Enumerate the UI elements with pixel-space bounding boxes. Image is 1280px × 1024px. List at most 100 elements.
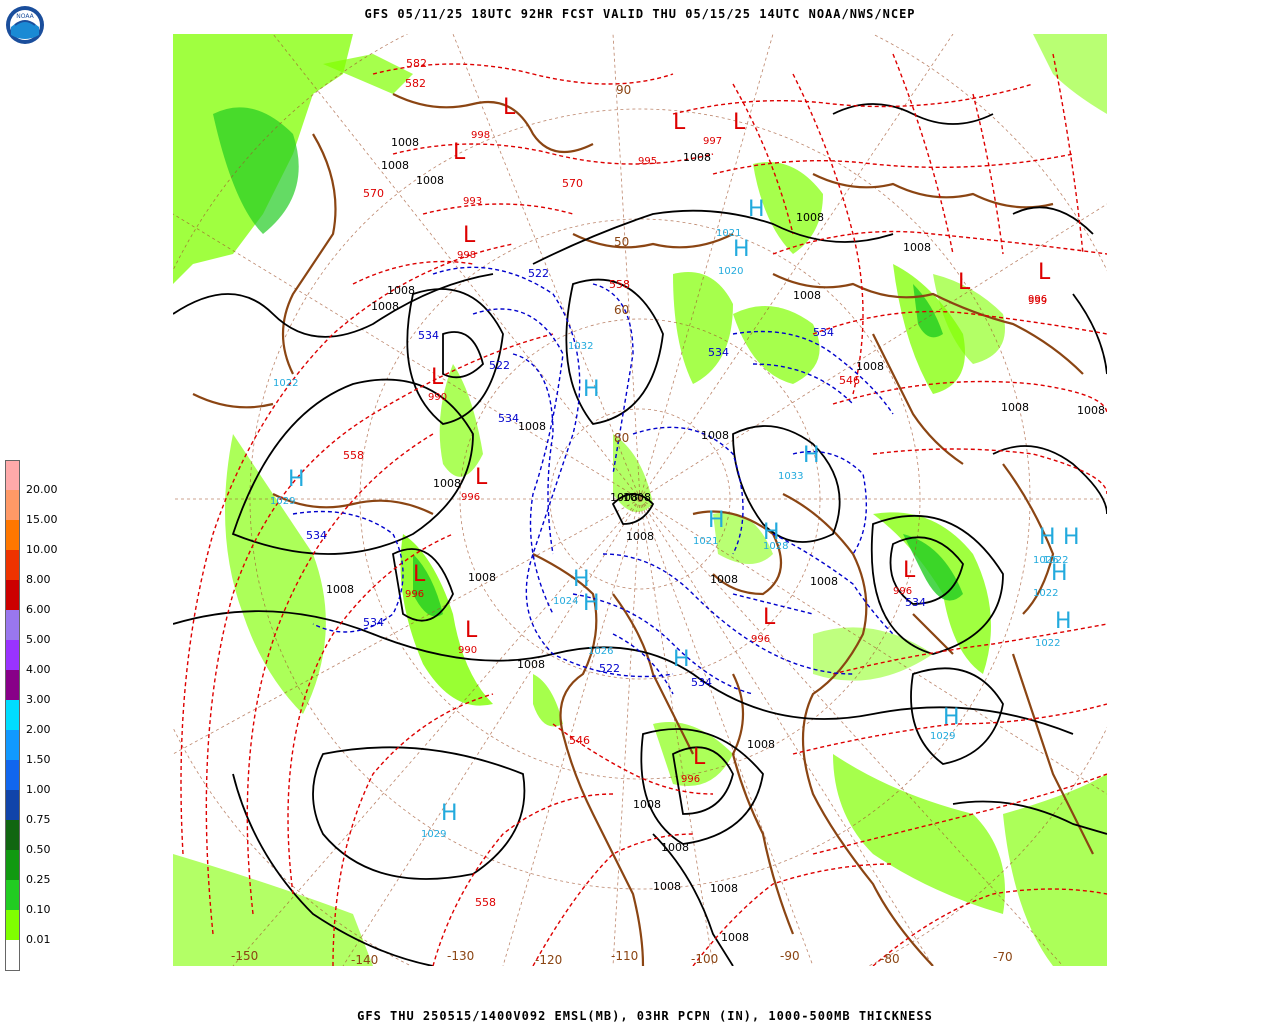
isobar-labels: 1008 1008 1008 1008 1008 1008 1008 1008 … [326, 136, 1105, 944]
low-pressure-value: 996 [893, 586, 912, 597]
latitude-labels: 90 50 60 80 [614, 83, 631, 445]
high-pressure-value: 1033 [778, 471, 803, 482]
legend-label: 20.00 [26, 483, 58, 496]
legend-label: 4.00 [26, 663, 51, 676]
low-pressure-value: 995 [638, 156, 657, 167]
isobar-label: 1008 [626, 530, 654, 543]
legend-swatch [5, 520, 20, 550]
legend-label: 1.50 [26, 753, 51, 766]
isobar-label: 1008 [610, 491, 638, 504]
high-pressure-value: 1022 [1043, 555, 1068, 566]
longitude-label: -140 [351, 953, 378, 966]
isobar-label: 1008 [701, 429, 729, 442]
forecast-map: H H H H H H H H H H H H H H H H L L L L … [173, 34, 1107, 966]
isobar-label: 1008 [793, 289, 821, 302]
high-center-icon: H [803, 443, 820, 468]
legend-swatch [5, 610, 20, 640]
isobar-label: 1008 [433, 477, 461, 490]
thickness-label: 534 [691, 676, 712, 689]
low-pressure-value: 990 [428, 392, 447, 403]
high-pressure-value: 1029 [930, 731, 955, 742]
low-center-icon: L [903, 558, 916, 583]
low-center-icon: L [693, 745, 706, 770]
high-center-icon: H [1063, 525, 1080, 550]
low-center-icon: L [431, 365, 444, 390]
low-pressure-value: 990 [458, 645, 477, 656]
low-center-icon: L [1038, 260, 1051, 285]
low-pressure-value: 996 [751, 634, 770, 645]
isobar-label: 1008 [810, 575, 838, 588]
latitude-label: 60 [614, 303, 629, 317]
latitude-label: 90 [616, 83, 631, 97]
thickness-label: 534 [306, 529, 327, 542]
high-center-icon: H [673, 647, 690, 672]
high-center-icon: H [733, 237, 750, 262]
high-pressure-value: 1029 [421, 829, 446, 840]
high-pressure-value: 1022 [273, 378, 298, 389]
legend-swatch [5, 850, 20, 880]
low-center-icon: L [733, 110, 746, 135]
isobar-label: 1008 [416, 174, 444, 187]
thickness-label: 546 [569, 734, 590, 747]
pressure-values: 1029 1022 1032 1020 1021 1033 1028 1024 1026 1029… [270, 130, 1068, 840]
longitude-label: -80 [880, 952, 900, 966]
low-pressure-value: 998 [471, 130, 490, 141]
high-center-icon: H [708, 508, 725, 533]
isobar-label: 1008 [721, 931, 749, 944]
isobar-label: 1008 [387, 284, 415, 297]
high-pressure-value: 1026 [588, 646, 613, 657]
legend-swatch [5, 880, 20, 910]
isobar-label: 1008 [623, 491, 651, 504]
low-center-icon: L [673, 110, 686, 135]
longitude-label: -100 [691, 952, 718, 966]
logo-text: NOAA [16, 13, 34, 20]
low-center-icon: L [413, 562, 426, 587]
map-canvas: H H H H H H H H H H H H H H H H L L L L … [173, 34, 1107, 966]
longitude-label: -150 [231, 949, 258, 963]
thickness-label: 558 [609, 278, 630, 291]
isobar-label: 1008 [653, 880, 681, 893]
legend-swatch [5, 460, 20, 491]
legend-label: 15.00 [26, 513, 58, 526]
thickness-label: 534 [813, 326, 834, 339]
high-center-icon: H [441, 801, 458, 826]
legend-label: 2.00 [26, 723, 51, 736]
latitude-label: 50 [614, 235, 629, 249]
thickness-cold [292, 266, 894, 695]
coastlines [192, 93, 1094, 966]
low-pressure-value: 993 [463, 196, 482, 207]
isobar-label: 1008 [1077, 404, 1105, 417]
isobar-label: 1008 [661, 841, 689, 854]
thickness-label: 582 [406, 57, 427, 70]
isobar-label: 1008 [683, 151, 711, 164]
low-center-icon: L [465, 618, 478, 643]
isobar-label: 1008 [381, 159, 409, 172]
chart-title: GFS 05/11/25 18UTC 92HR FCST VALID THU 0… [364, 7, 916, 21]
isobar-label: 1008 [371, 300, 399, 313]
high-pressure-value: 1021 [693, 536, 718, 547]
isobar-label: 1008 [710, 573, 738, 586]
low-pressure-value: 997 [703, 136, 722, 147]
legend-label: 0.75 [26, 813, 51, 826]
isobar-label: 1008 [326, 583, 354, 596]
low-center-icon: L [503, 95, 516, 120]
legend-swatch [5, 940, 20, 971]
longitude-labels: -150 -140 -130 -120 -110 -100 -90 -80 -7… [231, 949, 1013, 966]
legend-swatch [5, 670, 20, 700]
thickness-label: 546 [839, 374, 860, 387]
thickness-label: 534 [363, 616, 384, 629]
low-center-icon: L [475, 465, 488, 490]
legend-label: 1.00 [26, 783, 51, 796]
isobar-label: 1008 [1001, 401, 1029, 414]
isobar-label: 1008 [391, 136, 419, 149]
low-center-icon: L [463, 223, 476, 248]
thickness-label: 570 [363, 187, 384, 200]
low-pressure-value: 996 [1028, 294, 1047, 305]
thickness-label: 558 [343, 449, 364, 462]
thickness-labels: 582 582 570 570 558 558 558 546 546 534 … [306, 57, 926, 909]
longitude-label: -90 [780, 949, 800, 963]
legend-label: 0.50 [26, 843, 51, 856]
longitude-label: -70 [993, 950, 1013, 964]
high-center-icon: H [943, 705, 960, 730]
lat-lon-grid [173, 34, 1107, 966]
